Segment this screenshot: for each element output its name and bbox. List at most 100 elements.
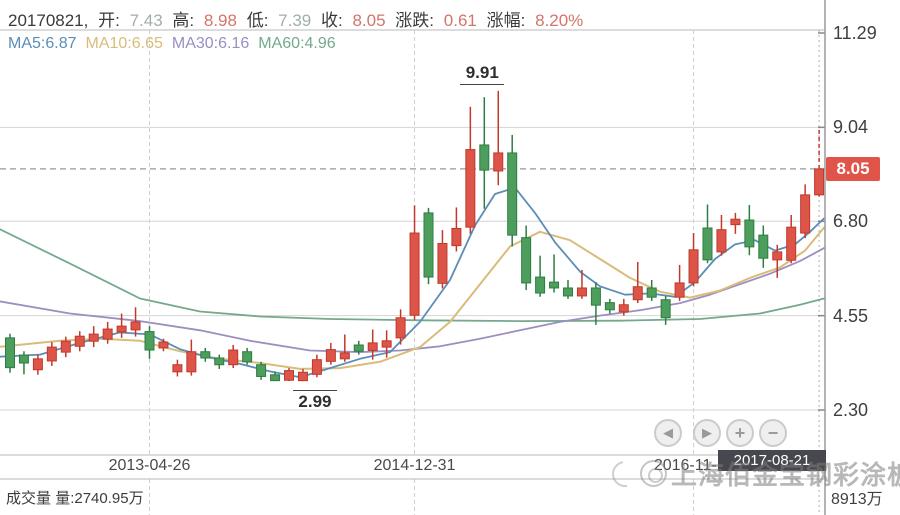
candle-body[interactable]: [256, 364, 267, 377]
ma-indicator-label: MA30:6.16: [171, 35, 250, 52]
price-tick-label: 9.04: [833, 117, 869, 138]
close-label: 收:: [321, 11, 343, 30]
close-value: 8.05: [352, 11, 386, 30]
ma-indicator-label: MA10:6.65: [85, 35, 163, 52]
candle-body[interactable]: [465, 149, 476, 228]
candle-body[interactable]: [158, 341, 169, 349]
candle-body[interactable]: [18, 354, 29, 364]
candle-body[interactable]: [214, 357, 225, 366]
candle-body[interactable]: [814, 168, 825, 196]
ma-line-ma30: [0, 247, 825, 353]
low-price-annotation: 2.99: [292, 390, 337, 412]
change-value: 0.61: [443, 11, 477, 30]
candle-body[interactable]: [521, 237, 532, 284]
candle-body[interactable]: [590, 287, 601, 306]
high-price-annotation: 9.91: [460, 63, 505, 85]
candle-body[interactable]: [32, 358, 43, 371]
volume-max-label: 8913万: [831, 491, 883, 508]
change-pct-value: 8.20%: [535, 11, 584, 30]
date-tick-label: 2016-11-11: [653, 457, 734, 474]
change-pct-label: 涨幅:: [486, 11, 526, 30]
candle-body[interactable]: [632, 286, 643, 301]
candle-body[interactable]: [437, 243, 448, 284]
candle-body[interactable]: [228, 349, 239, 366]
candle-body[interactable]: [186, 351, 197, 373]
candle-body[interactable]: [563, 287, 573, 297]
candle-body[interactable]: [549, 281, 560, 289]
low-value: 7.39: [278, 11, 312, 30]
price-tick-label: 4.55: [833, 305, 869, 326]
candle-body[interactable]: [339, 352, 350, 360]
price-tick-label: 6.80: [833, 211, 869, 232]
candle-body[interactable]: [772, 251, 783, 261]
candle-body[interactable]: [716, 229, 727, 253]
candle-body[interactable]: [144, 331, 155, 351]
candle-body[interactable]: [88, 333, 99, 342]
volume-row: 成交量 量:2740.95万: [6, 487, 144, 508]
candle-body[interactable]: [744, 219, 755, 248]
candle-body[interactable]: [297, 371, 308, 382]
volume-title: 成交量: [6, 490, 52, 507]
candle-body[interactable]: [576, 287, 587, 297]
date-tick-label: 2014-12-31: [373, 457, 456, 474]
candle-body[interactable]: [116, 325, 127, 333]
current-price-badge: 8.05: [826, 156, 880, 181]
candle-body[interactable]: [604, 302, 615, 311]
candle-body[interactable]: [702, 227, 713, 261]
candle-body[interactable]: [270, 374, 281, 382]
candle-body[interactable]: [242, 351, 253, 363]
candle-body[interactable]: [423, 212, 434, 278]
ma-indicator-row: MA5:6.87 MA10:6.65 MA30:6.16 MA60:4.96: [8, 35, 345, 53]
candle-body[interactable]: [102, 328, 113, 340]
candle-body[interactable]: [618, 304, 629, 313]
zoom-out-button[interactable]: −: [759, 419, 787, 447]
volume-value: 量:2740.95万: [55, 490, 144, 507]
candle-body[interactable]: [172, 364, 183, 373]
candle-body[interactable]: [367, 342, 378, 351]
candle-body[interactable]: [646, 287, 657, 298]
candle-body[interactable]: [786, 226, 797, 261]
change-label: 涨跌:: [395, 11, 435, 30]
candle-body[interactable]: [730, 218, 741, 226]
candle-body[interactable]: [311, 359, 322, 375]
scroll-right-button[interactable]: ▶: [693, 419, 721, 447]
ohlc-header: 20170821, 开: 7.43 高: 8.98 低: 7.39 收: 8.0…: [8, 6, 588, 31]
high-label: 高:: [172, 11, 195, 30]
zoom-in-button[interactable]: +: [726, 419, 754, 447]
ma-indicator-label: MA5:6.87: [8, 35, 77, 52]
date-tick-label: 2013-04-26: [108, 457, 191, 474]
candle-body[interactable]: [507, 152, 518, 236]
price-tick-label: 2.30: [833, 400, 869, 420]
candle-body[interactable]: [381, 340, 392, 348]
candle-body[interactable]: [674, 282, 685, 298]
candle-body[interactable]: [46, 346, 57, 362]
candle-body[interactable]: [395, 317, 406, 339]
candle-body[interactable]: [535, 276, 546, 294]
candle-body[interactable]: [74, 335, 85, 347]
open-label: 开:: [98, 11, 120, 30]
candle-body[interactable]: [758, 234, 769, 259]
low-label: 低:: [246, 11, 269, 30]
candle-body[interactable]: [353, 344, 364, 352]
candle-body[interactable]: [688, 249, 699, 284]
candle-body[interactable]: [409, 232, 420, 316]
current-date-badge: 2017-08-21: [718, 450, 826, 471]
scroll-left-button[interactable]: ◀: [654, 419, 682, 447]
candle-body[interactable]: [130, 321, 141, 331]
candle-body[interactable]: [660, 299, 671, 319]
candle-body[interactable]: [479, 144, 490, 171]
candle-body[interactable]: [284, 370, 294, 381]
candle-body[interactable]: [451, 227, 462, 247]
candle-body[interactable]: [200, 351, 211, 359]
ma-line-ma10: [0, 226, 825, 370]
candle-body[interactable]: [325, 349, 336, 362]
header-date: 20170821,: [8, 11, 89, 30]
candle-body[interactable]: [800, 194, 811, 234]
high-value: 8.98: [203, 11, 237, 30]
price-tick-label: 11.29: [833, 23, 877, 43]
candle-body[interactable]: [493, 152, 504, 172]
candle-body[interactable]: [60, 340, 71, 353]
candle-body[interactable]: [5, 337, 15, 369]
